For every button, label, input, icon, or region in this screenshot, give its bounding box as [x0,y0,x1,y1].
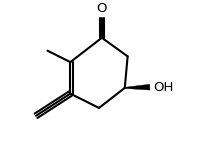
Text: OH: OH [153,81,174,94]
Text: O: O [97,2,107,15]
Polygon shape [125,84,150,90]
